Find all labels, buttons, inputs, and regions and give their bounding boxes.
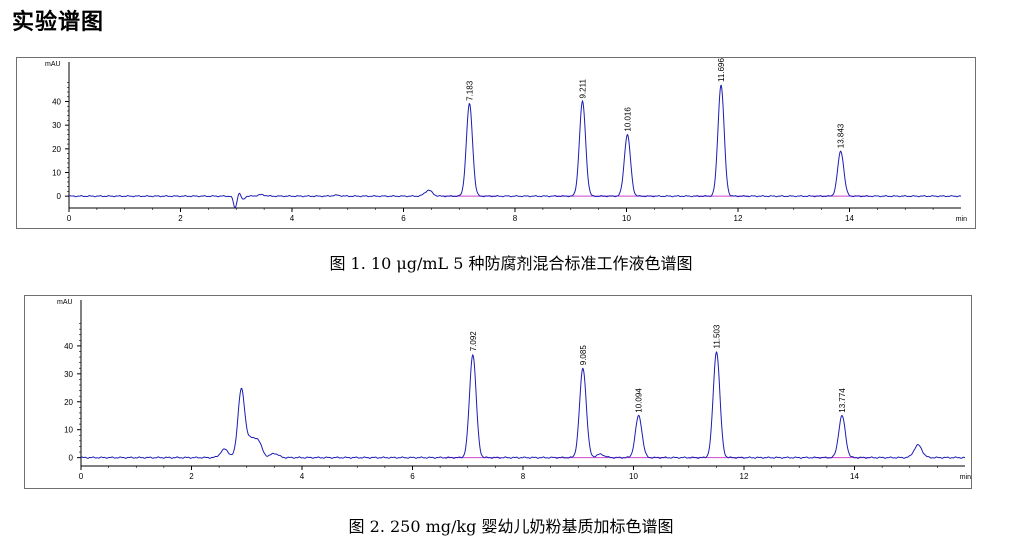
x-tick-label: 0: [79, 472, 84, 481]
x-tick-label: 12: [734, 214, 743, 223]
x-tick-label: 8: [513, 214, 518, 223]
peak-label: 9.211: [579, 79, 588, 99]
y-tick-label: 30: [52, 121, 61, 130]
y-tick-label: 40: [52, 98, 61, 107]
x-tick-label: 6: [401, 214, 406, 223]
chromatogram-chart-1: mAU 0 10 20 30 40 0 2 4 6 8 10 12 14 min 7.183 9.211 10.0…: [45, 58, 967, 223]
y-tick-label: 30: [64, 370, 73, 379]
x-tick-label: 4: [300, 472, 305, 481]
x-tick-label: 4: [290, 214, 295, 223]
y-tick-label: 10: [64, 426, 73, 435]
peak-label: 10.016: [623, 107, 632, 132]
peak-label: 13.843: [837, 123, 846, 148]
peak-label: 7.183: [465, 80, 474, 101]
figure-caption-1: 图 1. 10 μg/mL 5 种防腐剂混合标准工作液色谱图: [329, 254, 693, 273]
x-tick-label: 6: [410, 472, 415, 481]
x-tick-label: 12: [740, 472, 749, 481]
x-tick-label: 14: [850, 472, 859, 481]
y-tick-label: 20: [64, 398, 73, 407]
y-unit-label: mAU: [45, 61, 61, 68]
x-unit-label: min: [956, 216, 967, 223]
x-tick-label: 10: [622, 214, 631, 223]
x-unit-label: min: [960, 474, 971, 481]
y-tick-label: 0: [69, 454, 74, 463]
peak-label: 9.085: [579, 345, 588, 366]
x-tick-label: 14: [845, 214, 854, 223]
y-tick-label: 40: [64, 342, 73, 351]
peak-label: 10.094: [635, 388, 644, 413]
y-tick-label: 10: [52, 169, 61, 178]
peak-label: 11.696: [717, 58, 726, 82]
peak-label: 11.503: [713, 324, 722, 348]
chromatogram-chart-2: mAU 0 10 20 30 40 0 2 4 6 8 10 12 14 min 7.092 9.085 10.0…: [57, 299, 971, 481]
chromatogram-panel-2: mAU 0 10 20 30 40 0 2 4 6 8 10 12 14 min 7.092 9.085 10.0…: [24, 295, 972, 489]
x-tick-label: 0: [67, 214, 72, 223]
y-unit-label: mAU: [57, 299, 73, 306]
y-tick-label: 20: [52, 145, 61, 154]
x-tick-label: 2: [189, 472, 194, 481]
signal-trace: [80, 350, 966, 459]
y-tick-label: 0: [57, 192, 62, 201]
x-tick-label: 8: [521, 472, 526, 481]
chromatogram-panel-1: mAU 0 10 20 30 40 0 2 4 6 8 10 12 14 min 7.183 9.211 10.0…: [16, 57, 976, 229]
signal-trace: [68, 84, 962, 209]
peak-label: 13.774: [838, 388, 847, 413]
figure-caption-2: 图 2. 250 mg/kg 婴幼儿奶粉基质加标色谱图: [348, 517, 674, 536]
x-tick-label: 2: [178, 214, 183, 223]
page-heading: 实验谱图: [12, 10, 105, 35]
x-tick-label: 10: [629, 472, 638, 481]
peak-label: 7.092: [469, 331, 478, 352]
